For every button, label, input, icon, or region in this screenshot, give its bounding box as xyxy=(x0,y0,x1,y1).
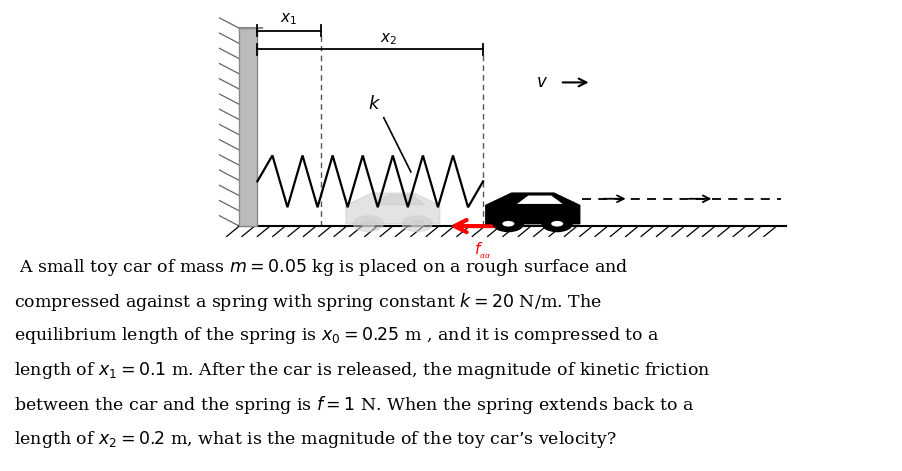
Text: length of $x_2 = 0.2$ m, what is the magnitude of the toy car’s velocity?: length of $x_2 = 0.2$ m, what is the mag… xyxy=(14,429,615,450)
Bar xyxy=(239,28,257,226)
Circle shape xyxy=(541,216,572,232)
Text: equilibrium length of the spring is $x_0 = 0.25$ m , and it is compressed to a: equilibrium length of the spring is $x_0… xyxy=(14,325,658,347)
Text: length of $x_1 = 0.1$ m. After the car is released, the magnitude of kinetic fri: length of $x_1 = 0.1$ m. After the car i… xyxy=(14,360,709,381)
Text: between the car and the spring is $f = 1$ N. When the spring extends back to a: between the car and the spring is $f = 1… xyxy=(14,394,694,416)
Polygon shape xyxy=(374,195,424,204)
Circle shape xyxy=(361,220,374,227)
Circle shape xyxy=(492,216,523,232)
Circle shape xyxy=(501,220,514,227)
Circle shape xyxy=(353,216,383,232)
Circle shape xyxy=(401,216,432,232)
Text: A small toy car of mass $m = 0.05$ kg is placed on a rough surface and: A small toy car of mass $m = 0.05$ kg is… xyxy=(14,257,627,278)
Text: $v$: $v$ xyxy=(535,74,548,91)
Polygon shape xyxy=(514,195,564,204)
Text: $k$: $k$ xyxy=(368,95,381,113)
Circle shape xyxy=(410,220,424,227)
Text: compressed against a spring with spring constant $k = 20$ N/m. The: compressed against a spring with spring … xyxy=(14,291,601,313)
Polygon shape xyxy=(485,193,579,224)
Text: $x_1$: $x_1$ xyxy=(281,11,297,27)
Polygon shape xyxy=(345,193,439,224)
Text: $f_{_{\alpha\alpha}}$: $f_{_{\alpha\alpha}}$ xyxy=(474,240,492,261)
Circle shape xyxy=(550,220,564,227)
Text: $x_2$: $x_2$ xyxy=(380,32,396,47)
